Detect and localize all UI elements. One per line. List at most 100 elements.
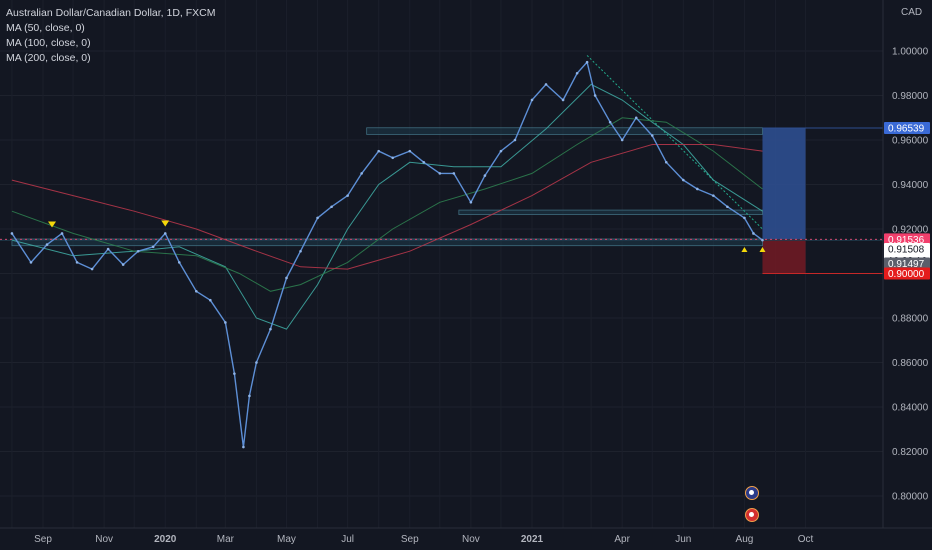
- high-marker-icon: [161, 220, 170, 227]
- price-point: [360, 172, 363, 175]
- price-point: [330, 205, 333, 209]
- last-price-tag[interactable]: 0.91508: [888, 245, 925, 256]
- currency-label[interactable]: CAD: [901, 7, 922, 18]
- price-point: [299, 249, 302, 253]
- price-point: [242, 445, 245, 449]
- ma200-line: [11, 144, 763, 270]
- event-ca-icon[interactable]: [745, 508, 759, 522]
- price-point: [575, 71, 579, 75]
- entry-price-tag[interactable]: 0.91536: [888, 235, 925, 246]
- price-series: [10, 60, 764, 449]
- price-tick-label: 1.00000: [892, 47, 929, 58]
- price-point: [743, 216, 746, 220]
- markers: [48, 220, 766, 253]
- time-tick-label: Nov: [462, 534, 480, 545]
- price-point: [438, 172, 442, 175]
- time-tick-label: Oct: [798, 534, 814, 545]
- time-tick-label: Apr: [614, 534, 630, 545]
- high-marker-icon: [48, 221, 57, 228]
- price-point: [513, 138, 517, 142]
- price-point: [75, 261, 79, 264]
- target-price-tag-bg: [884, 122, 930, 135]
- stop-price-tag-bg: [884, 267, 930, 280]
- price-point: [121, 263, 125, 266]
- price-point: [177, 261, 181, 264]
- price-tick-label: 0.88000: [892, 314, 929, 325]
- price-tick-label: 0.96000: [892, 136, 929, 147]
- price-point: [452, 172, 456, 175]
- support-resistance-zone[interactable]: [11, 238, 763, 247]
- time-tick-label: Aug: [736, 534, 754, 545]
- price-line: [11, 61, 763, 448]
- event-au-icon[interactable]: [745, 486, 759, 500]
- level-price-tag-bg: [884, 257, 930, 270]
- price-point: [561, 98, 565, 102]
- price-point: [469, 201, 473, 204]
- price-point: [712, 194, 715, 197]
- price-tick-label: 0.80000: [892, 492, 929, 503]
- price-tick-label: 0.86000: [892, 358, 929, 369]
- loss-zone[interactable]: [762, 239, 806, 274]
- target-price-tag[interactable]: 0.96539: [888, 124, 925, 135]
- price-point: [285, 276, 288, 280]
- price-point: [233, 372, 236, 375]
- price-point: [269, 327, 272, 331]
- price-point: [10, 232, 14, 235]
- time-tick-label: Sep: [401, 534, 419, 545]
- price-point: [664, 160, 668, 164]
- price-tick-label: 0.98000: [892, 91, 929, 102]
- price-point: [499, 149, 503, 153]
- price-point: [106, 247, 110, 251]
- price-point: [585, 60, 589, 64]
- price-point: [483, 174, 487, 177]
- price-point: [224, 321, 227, 324]
- support-resistance-zone[interactable]: [366, 127, 763, 135]
- price-point: [422, 160, 426, 164]
- level-price-tag[interactable]: 0.91497: [888, 259, 925, 270]
- time-tick-label: 2020: [154, 534, 177, 545]
- price-point: [696, 187, 699, 191]
- price-tick-label: 0.82000: [892, 447, 929, 458]
- price-point: [248, 394, 251, 398]
- price-point: [209, 298, 212, 302]
- ma200-label[interactable]: MA (200, close, 0): [6, 52, 91, 64]
- grid: [0, 50, 883, 497]
- price-point: [45, 243, 49, 246]
- symbol-title[interactable]: Australian Dollar/Canadian Dollar, 1D, F…: [6, 7, 216, 19]
- price-point: [682, 178, 685, 182]
- price-point: [377, 149, 380, 153]
- time-tick-label: Mar: [217, 534, 235, 545]
- price-point: [544, 83, 548, 86]
- trendline[interactable]: [586, 55, 763, 230]
- ma100-label[interactable]: MA (100, close, 0): [6, 37, 91, 49]
- price-tick-label: 0.92000: [892, 225, 929, 236]
- support-resistance-zone[interactable]: [458, 209, 763, 215]
- price-point: [90, 267, 94, 271]
- price-point: [726, 205, 729, 209]
- price-point: [408, 149, 412, 153]
- price-point: [650, 134, 654, 137]
- price-point: [752, 232, 755, 235]
- position-tool[interactable]: [762, 128, 806, 274]
- price-tags: 0.965390.915360.9150810:38:160.914970.90…: [884, 122, 930, 280]
- price-point: [346, 194, 349, 197]
- low-marker-icon: [759, 247, 766, 253]
- time-axis[interactable]: Sep Nov 2020 Mar May Jul Sep Nov 2021 Apr Jun Aug Oc…: [34, 534, 813, 545]
- time-tick-label: 2021: [521, 534, 544, 545]
- stop-price-tag[interactable]: 0.90000: [888, 269, 925, 280]
- price-point: [391, 156, 395, 160]
- price-point: [60, 232, 64, 235]
- time-tick-label: Nov: [95, 534, 113, 545]
- price-point: [608, 120, 612, 124]
- ma50-label[interactable]: MA (50, close, 0): [6, 22, 85, 34]
- price-point: [316, 216, 319, 220]
- price-point: [593, 94, 597, 97]
- price-point: [530, 98, 534, 102]
- price-point: [620, 138, 624, 142]
- time-tick-label: May: [277, 534, 296, 545]
- profit-zone[interactable]: [762, 128, 806, 240]
- price-point: [163, 232, 167, 235]
- time-tick-label: Sep: [34, 534, 52, 545]
